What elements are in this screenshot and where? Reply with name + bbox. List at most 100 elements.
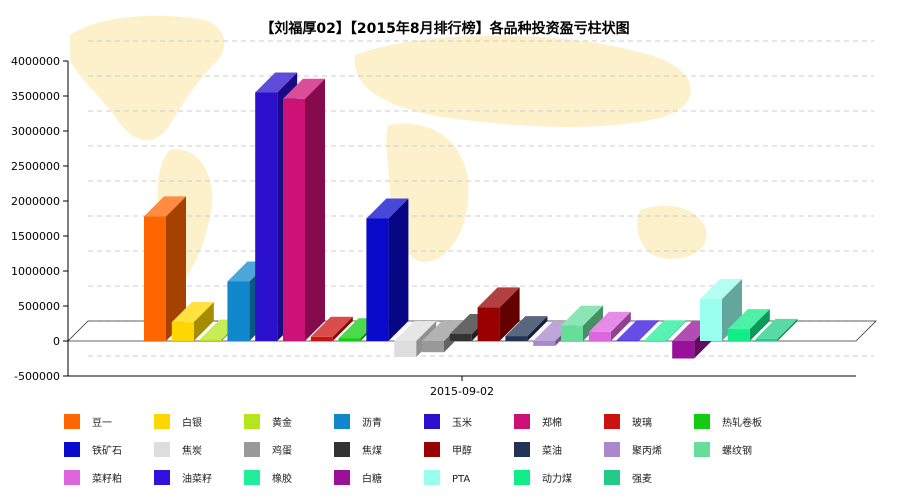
legend-swatch xyxy=(424,470,440,485)
y-tick-label: 0 xyxy=(53,335,60,348)
bar xyxy=(171,302,214,341)
legend-label: 螺纹钢 xyxy=(722,444,752,457)
bar xyxy=(144,196,186,341)
legend-swatch xyxy=(604,470,620,485)
legend-swatch xyxy=(244,470,260,485)
legend-label: 油菜籽 xyxy=(182,472,212,485)
legend-swatch xyxy=(514,414,530,429)
legend-item[interactable]: 郑棉 xyxy=(514,414,562,429)
legend-label: 热轧卷板 xyxy=(722,416,762,429)
y-tick-label: 4000000 xyxy=(11,55,60,68)
bar xyxy=(588,311,631,341)
legend-label: 玻璃 xyxy=(632,416,652,429)
legend-item[interactable]: 焦炭 xyxy=(154,442,202,457)
legend-swatch xyxy=(694,442,710,457)
legend-swatch xyxy=(604,442,620,457)
legend-item[interactable]: 焦煤 xyxy=(334,442,382,457)
bar xyxy=(505,316,548,341)
y-tick-label: 3500000 xyxy=(11,90,60,103)
legend-label: 聚丙烯 xyxy=(632,444,662,457)
legend-label: 强麦 xyxy=(632,473,652,485)
legend-item[interactable]: 强麦 xyxy=(604,470,652,485)
legend-label: 黄金 xyxy=(272,416,292,429)
legend-label: 甲醇 xyxy=(452,444,472,457)
legend-swatch xyxy=(244,442,260,457)
y-tick-label: 2000000 xyxy=(11,195,60,208)
legend-label: 菜油 xyxy=(542,444,562,457)
legend-item[interactable]: 白银 xyxy=(154,414,202,429)
bar xyxy=(644,320,687,341)
axes: -500000 0 500000 1000000 1500000 2000000 25000… xyxy=(11,55,856,398)
legend-swatch xyxy=(424,414,440,429)
legend-swatch xyxy=(64,442,80,457)
bar xyxy=(477,287,520,341)
legend-item[interactable]: 铁矿石 xyxy=(64,442,122,457)
legend-item[interactable]: 菜油 xyxy=(514,442,562,457)
legend-label: 玉米 xyxy=(452,416,472,429)
y-tick-label: 1000000 xyxy=(11,265,60,278)
legend-item[interactable]: 聚丙烯 xyxy=(604,442,662,457)
legend-label: 橡胶 xyxy=(272,472,292,485)
map-landmass xyxy=(70,15,225,141)
legend-swatch xyxy=(244,414,260,429)
legend-label: 菜籽粕 xyxy=(92,472,122,485)
legend-item[interactable]: 油菜籽 xyxy=(154,470,212,485)
legend-item[interactable]: 橡胶 xyxy=(244,470,292,485)
bar xyxy=(283,78,325,342)
legend-label: 动力煤 xyxy=(542,472,572,485)
legend-label: 铁矿石 xyxy=(92,444,122,457)
x-tick-label: 2015-09-02 xyxy=(430,385,494,398)
legend-item[interactable]: 菜籽粕 xyxy=(64,470,122,485)
legend-item[interactable]: 豆一 xyxy=(64,414,112,429)
bar xyxy=(616,320,659,341)
legend-swatch xyxy=(64,470,80,485)
legend-label: 豆一 xyxy=(92,417,112,429)
y-tick-label: 3000000 xyxy=(11,125,60,138)
legend-item[interactable]: 玉米 xyxy=(424,414,472,429)
legend-item[interactable]: 黄金 xyxy=(244,414,292,429)
bar xyxy=(561,305,603,341)
legend-item[interactable]: 动力煤 xyxy=(514,470,572,485)
y-tick-label: 500000 xyxy=(18,300,60,313)
legend-label: 焦炭 xyxy=(182,444,202,457)
bars xyxy=(144,72,798,359)
y-tick-label: 2500000 xyxy=(11,160,60,173)
legend-item[interactable]: PTA xyxy=(424,470,470,485)
legend-swatch xyxy=(514,470,530,485)
legend-item[interactable]: 沥青 xyxy=(334,414,382,429)
bar xyxy=(727,309,770,341)
legend-swatch xyxy=(604,414,620,429)
chart-title: 【刘福厚02】【2015年8月排行榜】各品种投资盈亏柱状图 xyxy=(260,20,629,37)
bar xyxy=(394,321,437,358)
legend-swatch xyxy=(334,470,350,485)
legend-swatch xyxy=(514,442,530,457)
map-landmass xyxy=(637,205,707,259)
y-tick-label: 1500000 xyxy=(11,230,60,243)
legend-item[interactable]: 白糖 xyxy=(334,470,382,485)
legend-swatch xyxy=(334,442,350,457)
legend-item[interactable]: 玻璃 xyxy=(604,414,652,429)
map-landmass xyxy=(354,35,691,128)
legend-label: 鸡蛋 xyxy=(272,444,292,457)
bar xyxy=(366,198,409,341)
bar xyxy=(755,318,798,341)
legend-swatch xyxy=(154,414,170,429)
legend-label: 焦煤 xyxy=(362,444,382,457)
legend-label: PTA xyxy=(452,474,470,485)
legend-label: 白银 xyxy=(182,416,202,429)
legend-swatch xyxy=(64,414,80,429)
legend-swatch xyxy=(424,442,440,457)
legend-swatch xyxy=(154,442,170,457)
legend-item[interactable]: 鸡蛋 xyxy=(244,442,292,457)
legend-swatch xyxy=(154,470,170,485)
legend-item[interactable]: 螺纹钢 xyxy=(694,442,752,457)
legend-label: 郑棉 xyxy=(542,416,562,429)
legend-swatch xyxy=(694,414,710,429)
legend-swatch xyxy=(334,414,350,429)
legend-label: 沥青 xyxy=(362,416,382,429)
legend-item[interactable]: 甲醇 xyxy=(424,442,472,457)
y-tick-label: -500000 xyxy=(14,370,60,383)
legend-item[interactable]: 热轧卷板 xyxy=(694,414,762,429)
